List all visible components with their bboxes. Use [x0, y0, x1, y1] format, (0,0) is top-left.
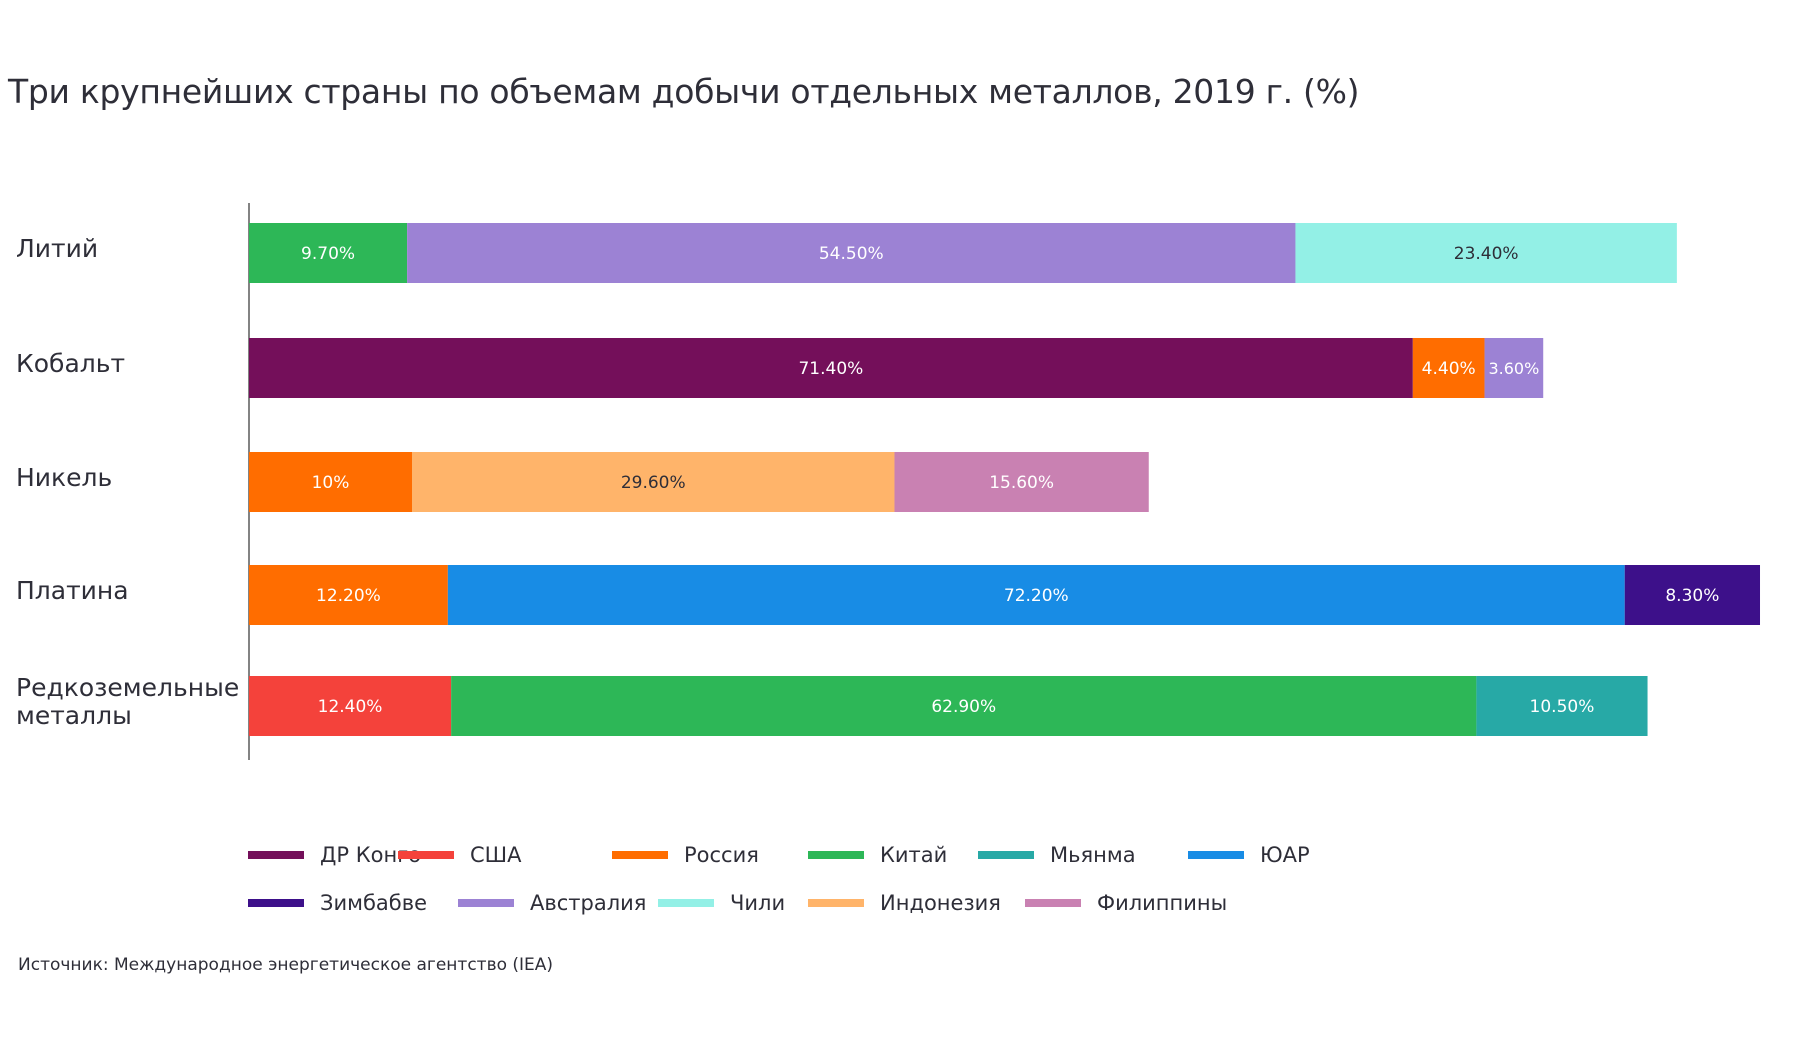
bar-segment	[249, 565, 448, 625]
legend-item: Мьянма	[978, 840, 1136, 870]
category-label: Редкоземельные металлы	[16, 673, 240, 730]
data-label: 54.50%	[819, 244, 884, 264]
legend-label: Мьянма	[1050, 843, 1136, 867]
legend-swatch	[612, 851, 668, 859]
legend-item: США	[398, 840, 522, 870]
chart-title: Три крупнейших страны по объемам добычи …	[8, 72, 1360, 111]
legend-swatch	[808, 851, 864, 859]
data-label: 12.40%	[318, 697, 383, 717]
legend-swatch	[398, 851, 454, 859]
data-label: 8.30%	[1665, 586, 1719, 606]
source-note: Источник: Международное энергетическое а…	[18, 955, 554, 975]
bar-segment	[1484, 338, 1544, 398]
category-label: Платина	[16, 576, 129, 605]
bar-row: 71.40% 4.40% 3.60%	[249, 338, 1544, 398]
data-label: 23.40%	[1454, 244, 1519, 264]
legend-item: Китай	[808, 840, 947, 870]
bar-segment	[1295, 223, 1677, 283]
data-label: 3.60%	[1488, 359, 1539, 378]
bar-segment	[412, 452, 895, 512]
legend-label: Китай	[880, 843, 948, 867]
data-label: 12.20%	[316, 586, 381, 606]
bar-segment	[249, 676, 452, 736]
bar-segment	[407, 223, 1296, 283]
data-label: 71.40%	[798, 359, 863, 379]
legend: ДР Конго США Россия Китай Мьянма ЮАР Зимбабве А…	[248, 840, 1648, 940]
data-label: 10.50%	[1530, 697, 1595, 717]
legend-swatch	[458, 899, 514, 907]
legend-item: Филиппины	[1025, 888, 1227, 918]
data-label: 62.90%	[931, 697, 996, 717]
bar-segment	[1476, 676, 1648, 736]
chart-plot: 9.70% 54.50% 23.40% 71.40% 4.40% 3.60% 10% 29.6…	[248, 203, 1761, 760]
bar-segment	[249, 223, 408, 283]
legend-swatch	[978, 851, 1034, 859]
legend-item: Австралия	[458, 888, 646, 918]
legend-label: Индонезия	[880, 891, 1001, 915]
bar-row: 9.70% 54.50% 23.40%	[249, 223, 1677, 283]
legend-label: ЮАР	[1260, 843, 1310, 867]
category-label: Кобальт	[16, 349, 126, 378]
legend-label: Австралия	[530, 891, 647, 915]
legend-swatch	[248, 851, 304, 859]
bar-segment	[894, 452, 1149, 512]
legend-item: Индонезия	[808, 888, 1001, 918]
legend-item: ДР Конго	[248, 840, 421, 870]
legend-swatch	[808, 899, 864, 907]
category-label: Никель	[16, 463, 113, 492]
data-label: 29.60%	[621, 473, 686, 493]
data-label: 9.70%	[301, 244, 355, 264]
data-label: 10%	[312, 473, 350, 493]
legend-label: США	[470, 843, 522, 867]
legend-item: Чили	[658, 888, 785, 918]
legend-label: Чили	[730, 891, 786, 915]
bar-segment	[1624, 565, 1761, 625]
bar-segment	[249, 338, 1413, 398]
legend-item: Зимбабве	[248, 888, 427, 918]
legend-label: Россия	[684, 843, 759, 867]
bar-segment	[249, 452, 412, 512]
data-label: 4.40%	[1422, 359, 1476, 379]
legend-swatch	[1188, 851, 1244, 859]
bar-row: 12.40% 62.90% 10.50%	[249, 676, 1648, 736]
data-label: 15.60%	[989, 473, 1054, 493]
bar-segment	[1412, 338, 1485, 398]
bar-segment	[451, 676, 1477, 736]
data-label: 72.20%	[1004, 586, 1069, 606]
legend-swatch	[1025, 899, 1081, 907]
legend-item: Россия	[612, 840, 759, 870]
bar-row: 10% 29.60% 15.60%	[249, 452, 1149, 512]
category-label: Литий	[16, 234, 99, 263]
legend-swatch	[248, 899, 304, 907]
legend-item: ЮАР	[1188, 840, 1310, 870]
legend-swatch	[658, 899, 714, 907]
bar-segment	[447, 565, 1625, 625]
legend-label: Зимбабве	[320, 891, 428, 915]
bar-row: 12.20% 72.20% 8.30%	[249, 565, 1761, 625]
legend-label: Филиппины	[1097, 891, 1228, 915]
